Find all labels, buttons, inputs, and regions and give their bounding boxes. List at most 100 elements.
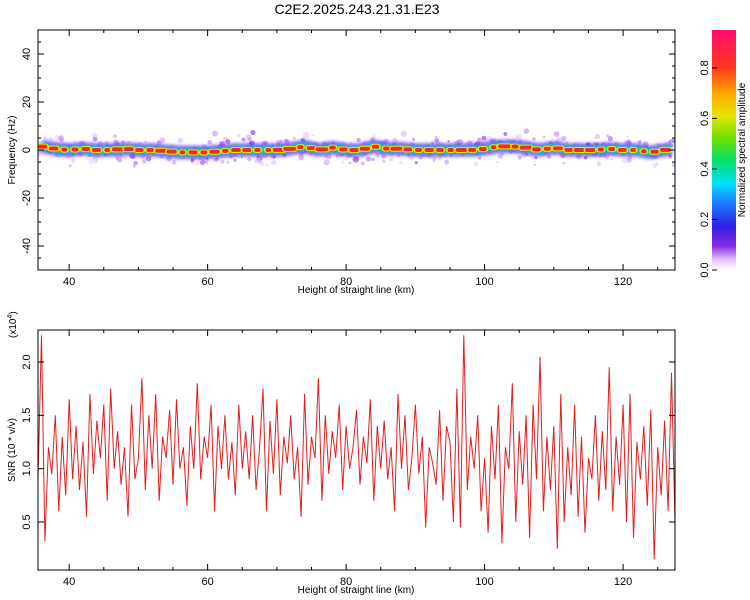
noise-dot [652,163,658,169]
ridge-core-segment [468,147,477,152]
noise-dot [434,135,438,139]
ridge-core-segment [359,146,370,151]
ridge-core-segment [104,148,111,152]
noise-dot [144,140,147,143]
spectrogram-x-axis-label: Height of straight line (km) [298,285,415,296]
ridge-core-segment [349,148,359,152]
ridge-core-segment [650,149,659,154]
noise-dot [142,160,146,164]
noise-dot [371,157,375,161]
noise-dot [220,159,225,164]
noise-dot [43,136,47,140]
colorbar-label: Normalized spectral amplitude [737,82,748,217]
ridge-core-segment [608,147,616,152]
noise-dot [432,156,437,161]
noise-dot [444,159,450,165]
figure-title: C2E2.2025.243.21.31.E23 [274,1,439,17]
noise-dot [298,154,304,161]
ridge-core-segment [91,147,102,152]
ridge-core-segment [630,148,636,152]
noise-dot [607,136,613,142]
noise-dot [159,137,166,144]
noise-dot [49,136,54,141]
ridge-core-segment [222,148,229,153]
ridge-core-segment [436,148,444,152]
noise-dot [557,137,560,140]
noise-dot [132,164,136,168]
y-tick-label: -20 [21,190,33,206]
ridge-core-segment [455,148,467,152]
y-tick-label: 40 [21,48,33,60]
ridge-core-segment [618,147,627,152]
colorbar-tick-label: 0.4 [699,161,711,176]
noise-dot [626,157,632,163]
noise-dot [523,128,530,134]
ridge-core-segment [242,148,252,152]
ridge-core-segment [200,150,208,155]
spectrogram-panel: 40 60 80 100 120 -40 -20 0 20 40 Height of strai… [7,29,676,296]
svg-text:(x104): (x104) [7,311,19,338]
noise-dot [133,160,138,166]
noise-dot [92,136,98,142]
noise-dot [168,160,171,163]
snr-frame [37,329,676,571]
ridge-core-segment [490,145,497,150]
ridge-core-segment [135,148,144,152]
ridge-core-segment [424,148,434,152]
noise-dot [261,163,264,167]
x-tick-label: 120 [614,276,632,288]
noise-dot [205,161,208,164]
ridge-core-segment [415,148,422,152]
noise-dot [655,162,659,166]
ridge-core-segment [553,146,563,151]
noise-dot [271,159,277,165]
noise-dot [233,158,237,162]
noise-dot [626,135,629,138]
noise-dot [92,136,97,142]
noise-dot [447,140,450,143]
colorbar: 0.0 0.2 0.4 0.6 0.8 Normalized spectral ampl… [699,30,748,278]
x-tick-label: 60 [202,276,214,288]
noise-dot [533,163,536,166]
ridge-core-segment [123,147,134,152]
ridge-core-segment [297,145,304,150]
spectrogram-y-axis-label: Frequency (Hz) [7,116,18,185]
noise-dot [360,161,365,166]
y-tick-label: 0 [21,147,33,153]
noise-dot [356,138,361,143]
noise-dot [392,137,397,142]
y-tick-label: 0.5 [21,514,33,529]
noise-dot [621,157,628,164]
ridge-core-segment [188,150,198,155]
ridge-core-segment [339,147,348,152]
noise-dot [312,134,315,137]
noise-dot [434,137,440,143]
ridge-core-segment [111,147,124,152]
noise-dot [365,156,372,162]
noise-dot [496,160,499,164]
noise-dot [497,153,503,159]
y-tick-label: 1.0 [21,461,33,476]
ridge-core-segment [641,149,647,154]
noise-dot [671,162,675,168]
noise-dot [342,161,345,164]
x-tick-label: 60 [202,576,214,588]
x-tick-label: 100 [475,576,493,588]
noise-dot [381,154,387,160]
snr-multiplier-exp: 4 [7,315,14,319]
ridge-core-segment [48,146,59,151]
ridge-core-segment [209,149,220,154]
ridge-core-segment [71,147,79,152]
snr-x-axis-label: Height of straight line (km) [298,585,415,596]
noise-dot [54,134,60,141]
snr-y-axis-label: SNR (10 * v/v) [7,418,18,482]
noise-dot [241,137,246,142]
ridge-core-segment [519,145,532,150]
noise-dot [145,156,152,162]
noise-dot [542,135,546,139]
y-tick-label: 20 [21,96,33,108]
noise-dot [515,133,522,140]
x-tick-label: 80 [340,576,352,588]
x-tick-label: 80 [340,276,352,288]
x-tick-label: 120 [614,576,632,588]
